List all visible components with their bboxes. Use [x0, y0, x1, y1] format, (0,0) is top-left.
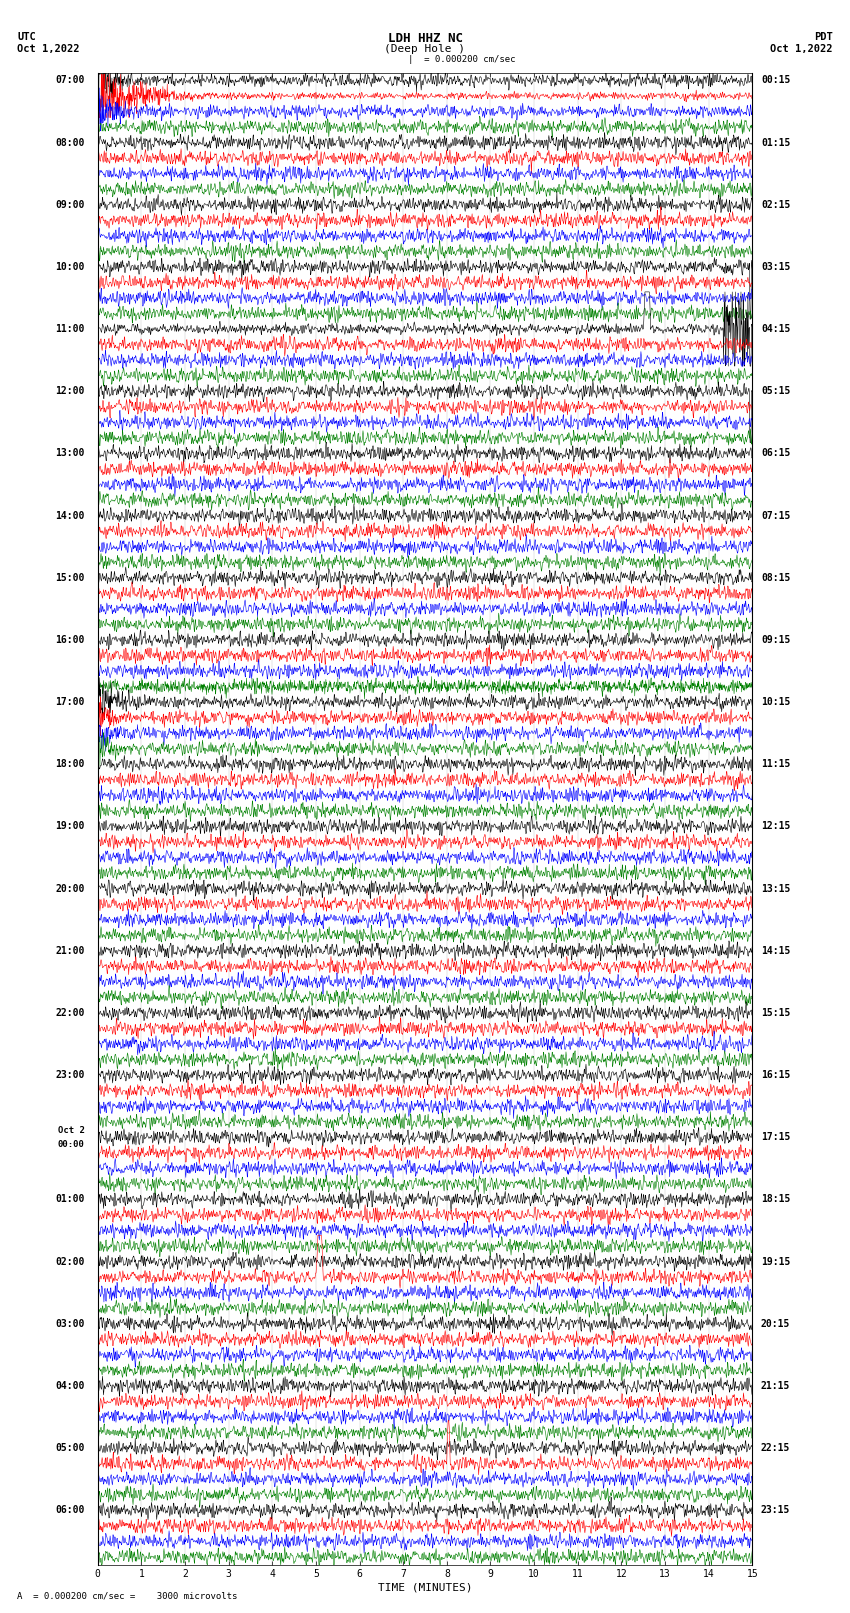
Text: 20:15: 20:15 — [761, 1319, 790, 1329]
Text: 17:15: 17:15 — [761, 1132, 790, 1142]
Text: 06:00: 06:00 — [55, 1505, 85, 1515]
Text: 15:15: 15:15 — [761, 1008, 790, 1018]
Text: 10:00: 10:00 — [55, 261, 85, 273]
Text: (Deep Hole ): (Deep Hole ) — [384, 44, 466, 53]
Text: 09:00: 09:00 — [55, 200, 85, 210]
Text: 19:15: 19:15 — [761, 1257, 790, 1266]
Text: 06:15: 06:15 — [761, 448, 790, 458]
Text: 16:00: 16:00 — [55, 636, 85, 645]
Text: Oct 1,2022: Oct 1,2022 — [17, 44, 80, 53]
Text: PDT: PDT — [814, 32, 833, 42]
Text: 11:15: 11:15 — [761, 760, 790, 769]
Text: Oct 1,2022: Oct 1,2022 — [770, 44, 833, 53]
Text: A  = 0.000200 cm/sec =    3000 microvolts: A = 0.000200 cm/sec = 3000 microvolts — [17, 1590, 237, 1600]
Text: 14:00: 14:00 — [55, 511, 85, 521]
Text: 07:15: 07:15 — [761, 511, 790, 521]
Text: |  = 0.000200 cm/sec: | = 0.000200 cm/sec — [408, 55, 515, 65]
Text: 05:15: 05:15 — [761, 386, 790, 397]
Text: 18:15: 18:15 — [761, 1194, 790, 1205]
Text: 01:15: 01:15 — [761, 137, 790, 147]
Text: 21:15: 21:15 — [761, 1381, 790, 1390]
Text: 00:00: 00:00 — [58, 1139, 85, 1148]
Text: 23:00: 23:00 — [55, 1069, 85, 1081]
Text: 12:15: 12:15 — [761, 821, 790, 831]
Text: 01:00: 01:00 — [55, 1194, 85, 1205]
Text: 22:00: 22:00 — [55, 1008, 85, 1018]
Text: 00:15: 00:15 — [761, 76, 790, 85]
Text: 20:00: 20:00 — [55, 884, 85, 894]
Text: 19:00: 19:00 — [55, 821, 85, 831]
Text: 02:00: 02:00 — [55, 1257, 85, 1266]
Text: 11:00: 11:00 — [55, 324, 85, 334]
Text: 03:15: 03:15 — [761, 261, 790, 273]
Text: 05:00: 05:00 — [55, 1444, 85, 1453]
Text: 15:00: 15:00 — [55, 573, 85, 582]
Text: 13:15: 13:15 — [761, 884, 790, 894]
Text: LDH HHZ NC: LDH HHZ NC — [388, 32, 462, 45]
Text: 18:00: 18:00 — [55, 760, 85, 769]
Text: 10:15: 10:15 — [761, 697, 790, 706]
X-axis label: TIME (MINUTES): TIME (MINUTES) — [377, 1582, 473, 1592]
Text: 03:00: 03:00 — [55, 1319, 85, 1329]
Text: 08:00: 08:00 — [55, 137, 85, 147]
Text: 12:00: 12:00 — [55, 386, 85, 397]
Text: 07:00: 07:00 — [55, 76, 85, 85]
Text: Oct 2: Oct 2 — [58, 1126, 85, 1136]
Text: 04:00: 04:00 — [55, 1381, 85, 1390]
Text: 02:15: 02:15 — [761, 200, 790, 210]
Text: 09:15: 09:15 — [761, 636, 790, 645]
Text: 16:15: 16:15 — [761, 1069, 790, 1081]
Text: 13:00: 13:00 — [55, 448, 85, 458]
Text: 17:00: 17:00 — [55, 697, 85, 706]
Text: UTC: UTC — [17, 32, 36, 42]
Text: 08:15: 08:15 — [761, 573, 790, 582]
Text: 14:15: 14:15 — [761, 945, 790, 957]
Text: 23:15: 23:15 — [761, 1505, 790, 1515]
Text: 21:00: 21:00 — [55, 945, 85, 957]
Text: 04:15: 04:15 — [761, 324, 790, 334]
Text: 22:15: 22:15 — [761, 1444, 790, 1453]
